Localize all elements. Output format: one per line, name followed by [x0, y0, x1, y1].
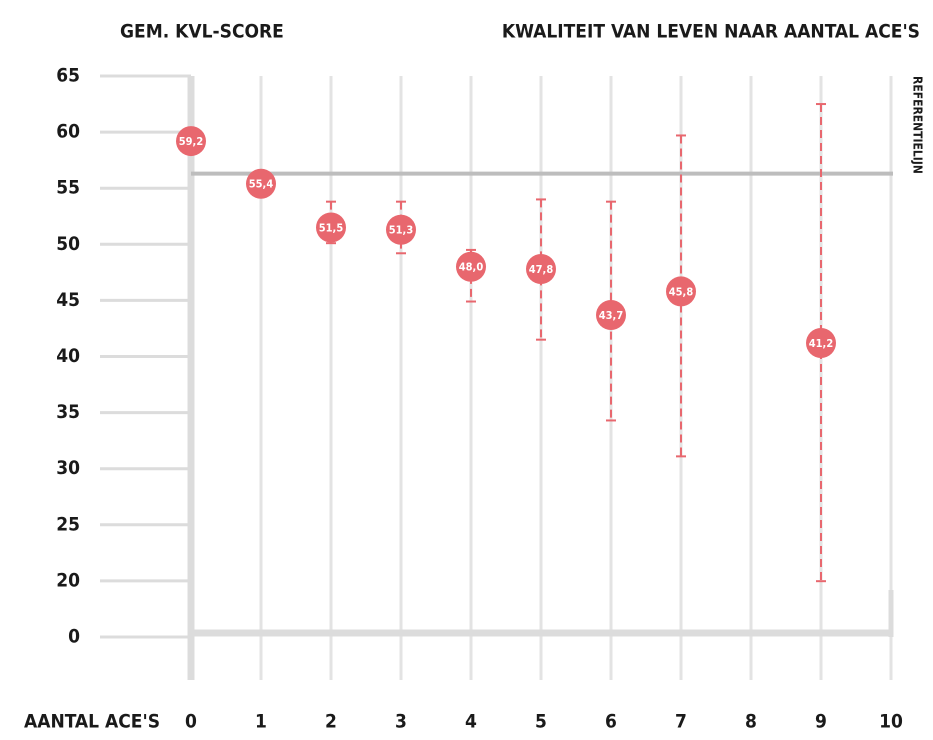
x-tick-label: 8 [745, 711, 757, 733]
point [246, 168, 276, 199]
point [596, 299, 626, 330]
y-axis-title: GEM. KVL-SCORE [120, 21, 284, 43]
value-label: 59,2 [179, 135, 204, 148]
x-tick-label: 1 [255, 711, 267, 733]
x-tick-label: 7 [675, 711, 687, 733]
x-axis-title: AANTAL ACE'S [24, 711, 160, 733]
y-tick-label: 45 [56, 289, 80, 311]
value-label: 45,8 [669, 285, 694, 298]
reference-label: REFERENTIELIJN [911, 76, 925, 174]
x-tick-label: 6 [605, 711, 617, 733]
x-tick-label: 3 [395, 711, 407, 733]
x-tick-label: 4 [465, 711, 477, 733]
y-tick-label: 65 [56, 65, 80, 87]
y-tick-label: 35 [56, 401, 80, 423]
y-tick-label: 40 [56, 345, 80, 367]
x-tick-label: 0 [185, 711, 197, 733]
y-tick-label: 0 [68, 626, 80, 648]
y-tick-label: 55 [56, 177, 80, 199]
point [666, 276, 696, 307]
value-label: 55,4 [249, 178, 274, 191]
value-label: 41,2 [809, 337, 834, 350]
x-tick-label: 5 [535, 711, 547, 733]
point [806, 328, 836, 359]
point [386, 214, 416, 245]
point [526, 253, 556, 284]
value-label: 47,8 [529, 263, 554, 276]
x-tick-label: 9 [815, 711, 827, 733]
y-tick-label: 30 [56, 457, 80, 479]
point [316, 212, 346, 243]
value-label: 51,3 [389, 224, 414, 237]
y-tick-label: 50 [56, 233, 80, 255]
value-label: 43,7 [599, 309, 624, 322]
point [456, 251, 486, 282]
y-tick-label: 60 [56, 121, 80, 143]
value-label: 48,0 [459, 261, 484, 274]
value-label: 51,5 [319, 221, 344, 234]
point [176, 126, 206, 157]
x-tick-label: 2 [325, 711, 337, 733]
y-tick-label: 20 [56, 569, 80, 591]
y-tick-label: 25 [56, 513, 80, 535]
chart-title: KWALITEIT VAN LEVEN NAAR AANTAL ACE'S [502, 21, 920, 43]
x-tick-label: 10 [879, 711, 903, 733]
